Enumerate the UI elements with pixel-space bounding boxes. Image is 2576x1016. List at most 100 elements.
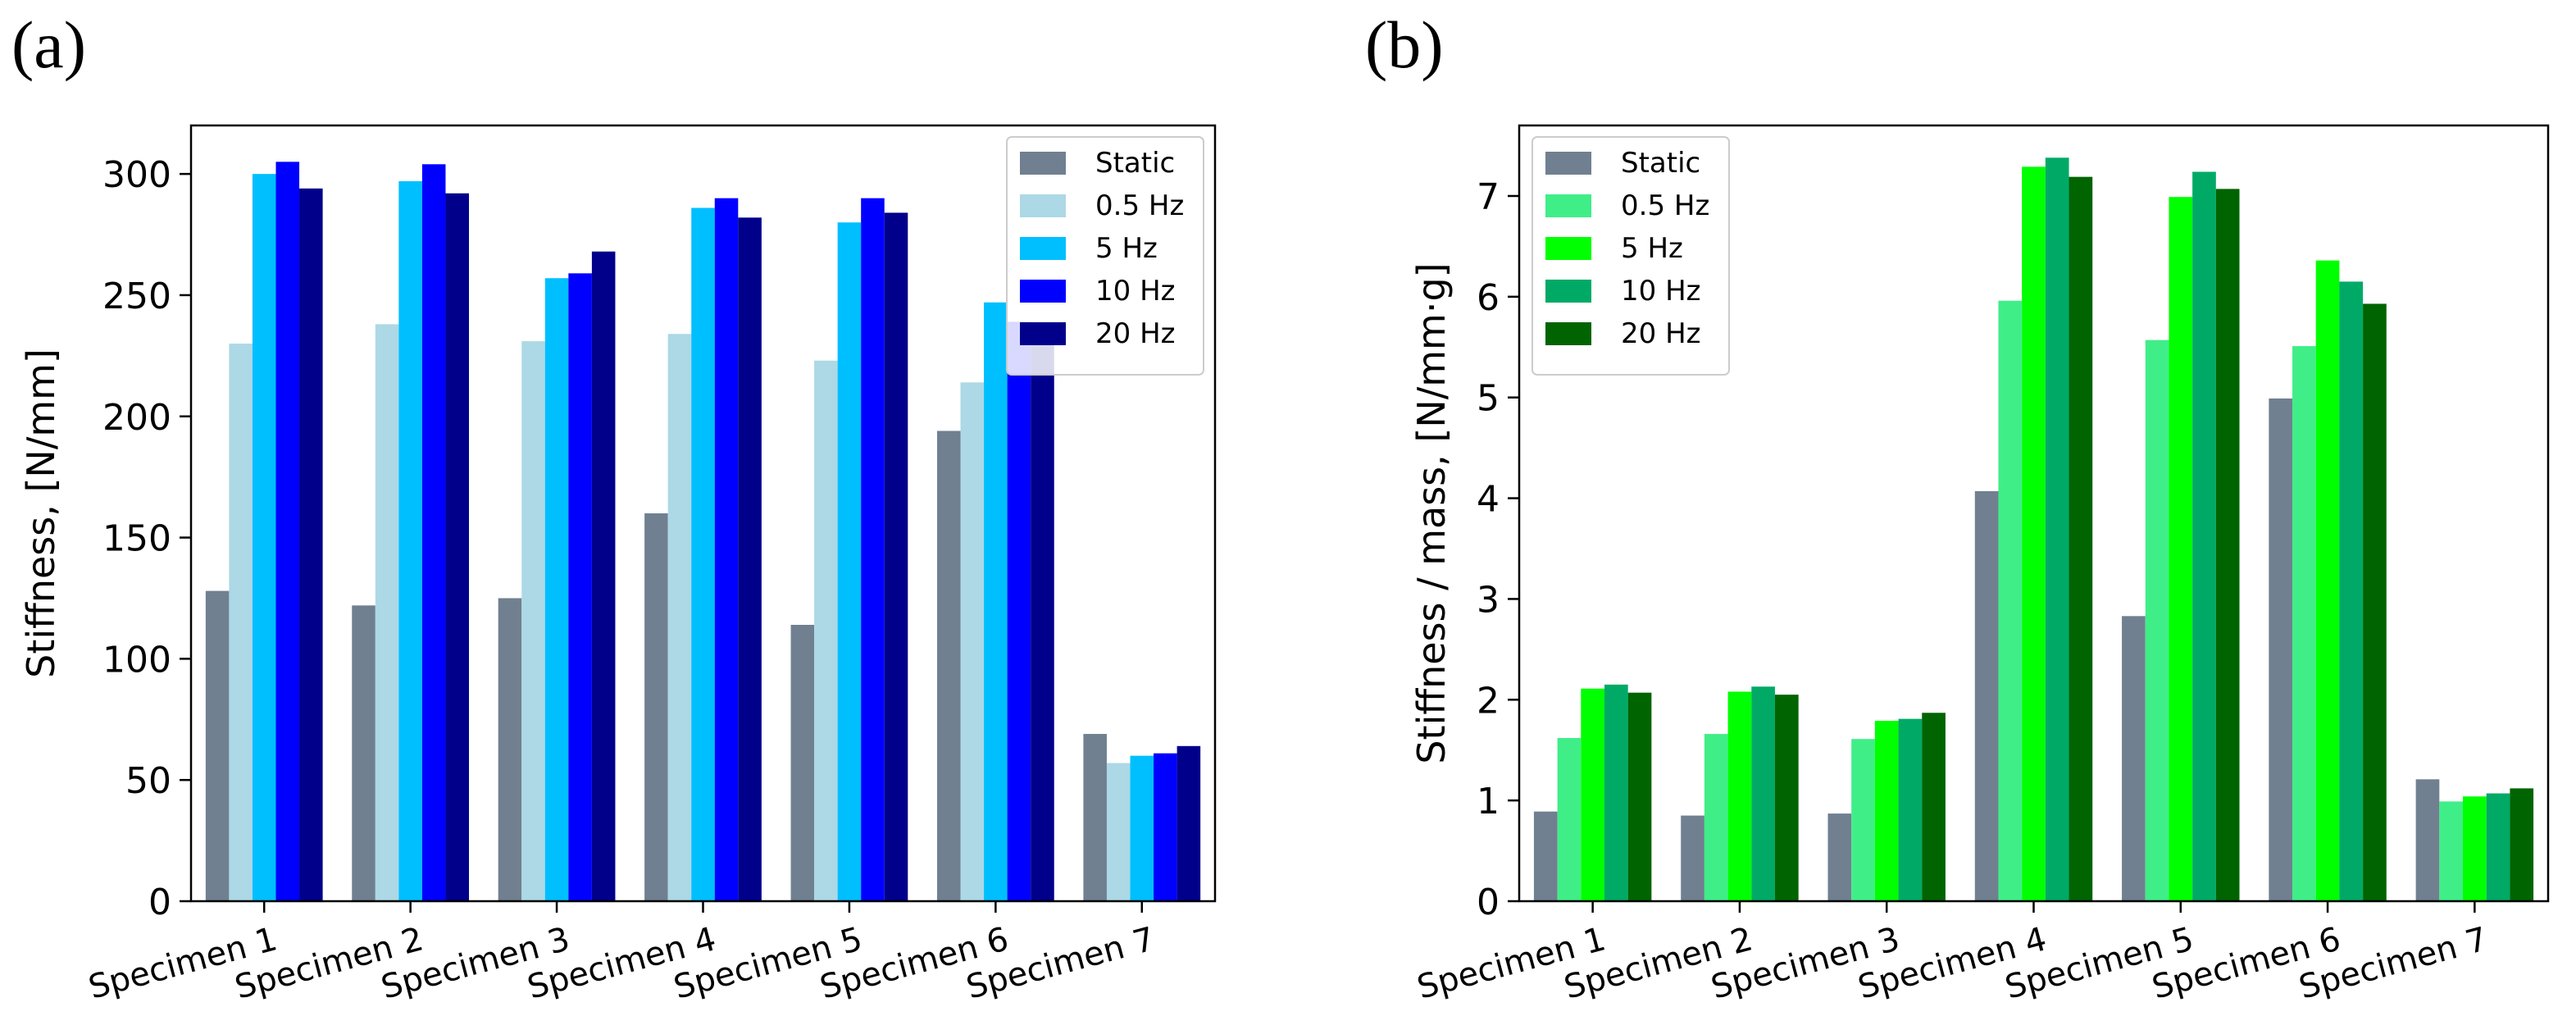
bar-10-hz-specimen-4 — [2045, 157, 2069, 901]
legend-swatch — [1545, 237, 1591, 260]
bar-static-specimen-3 — [1827, 813, 1852, 901]
bar-20-hz-specimen-2 — [1774, 695, 1799, 901]
bar-static-specimen-1 — [205, 590, 230, 901]
legend-entry: Static — [1095, 147, 1175, 180]
bar-10-hz-specimen-3 — [1898, 718, 1923, 901]
legend-swatch — [1020, 280, 1066, 303]
bar-0-5-hz-specimen-2 — [375, 324, 399, 901]
legend-swatch — [1545, 322, 1591, 345]
bar-static-specimen-7 — [1083, 734, 1107, 901]
bar-5-hz-specimen-2 — [1727, 691, 1752, 901]
bar-static-specimen-1 — [1533, 811, 1558, 901]
bar-static-specimen-5 — [2122, 616, 2146, 901]
legend-entry: 5 Hz — [1095, 232, 1158, 265]
bar-5-hz-specimen-6 — [2315, 260, 2340, 901]
bar-static-specimen-2 — [352, 605, 375, 901]
legend: Static 0.5 Hz 5 Hz 10 Hz 20 Hz — [1006, 136, 1204, 376]
bar-0-5-hz-specimen-3 — [521, 341, 545, 901]
y-axis-label: Stiffness, [N/mm] — [19, 349, 63, 678]
legend-entry: 10 Hz — [1621, 275, 1700, 308]
y-tick-label: 2 — [1477, 680, 1500, 722]
y-tick-label: 0 — [148, 882, 171, 923]
bar-20-hz-specimen-2 — [445, 193, 470, 901]
legend-swatch — [1545, 152, 1591, 175]
bars — [205, 162, 1201, 902]
y-tick-label: 1 — [1477, 781, 1500, 822]
y-tick-label: 250 — [102, 276, 171, 317]
bar-10-hz-specimen-5 — [2192, 171, 2216, 901]
bar-10-hz-specimen-7 — [2486, 793, 2510, 901]
bar-5-hz-specimen-5 — [837, 222, 862, 901]
legend-swatch — [1020, 194, 1066, 217]
legend-entry: 0.5 Hz — [1095, 189, 1184, 222]
y-tick-label: 3 — [1477, 579, 1500, 621]
bar-0-5-hz-specimen-2 — [1704, 734, 1728, 901]
bar-20-hz-specimen-6 — [1031, 326, 1054, 901]
bar-5-hz-specimen-4 — [2022, 166, 2046, 901]
y-tick-label: 6 — [1477, 277, 1500, 319]
bar-10-hz-specimen-7 — [1154, 753, 1177, 901]
bar-static-specimen-2 — [1681, 815, 1704, 901]
bar-5-hz-specimen-4 — [691, 207, 715, 901]
bar-0-5-hz-specimen-1 — [1557, 737, 1582, 901]
bar-20-hz-specimen-5 — [2215, 189, 2240, 901]
bar-5-hz-specimen-7 — [2463, 796, 2487, 901]
bar-20-hz-specimen-6 — [2363, 303, 2387, 902]
y-tick-label: 150 — [102, 518, 171, 560]
bar-0-5-hz-specimen-7 — [2439, 801, 2464, 901]
bar-10-hz-specimen-5 — [861, 198, 885, 901]
bar-5-hz-specimen-5 — [2169, 197, 2193, 902]
y-tick-label: 0 — [1477, 882, 1500, 923]
bar-20-hz-specimen-1 — [299, 188, 323, 902]
bar-10-hz-specimen-6 — [1007, 321, 1031, 902]
legend-entry: 0.5 Hz — [1621, 189, 1709, 222]
y-tick-label: 300 — [102, 154, 171, 196]
bar-0-5-hz-specimen-7 — [1106, 763, 1131, 901]
bar-static-specimen-4 — [1974, 490, 1999, 901]
y-tick-label: 7 — [1477, 176, 1500, 218]
bar-20-hz-specimen-5 — [884, 212, 908, 901]
bar-10-hz-specimen-6 — [2339, 281, 2364, 901]
bar-static-specimen-4 — [644, 513, 668, 901]
y-tick-label: 200 — [102, 397, 171, 439]
legend: Static 0.5 Hz 5 Hz 10 Hz 20 Hz — [1531, 136, 1730, 376]
bar-10-hz-specimen-1 — [275, 162, 300, 902]
bar-5-hz-specimen-3 — [1874, 721, 1899, 901]
bar-20-hz-specimen-3 — [591, 251, 616, 902]
bar-5-hz-specimen-7 — [1130, 755, 1154, 902]
bar-0-5-hz-specimen-4 — [1998, 300, 2023, 901]
legend-swatch — [1020, 152, 1066, 175]
bar-0-5-hz-specimen-3 — [1851, 739, 1875, 901]
y-tick-label: 4 — [1477, 479, 1500, 521]
bar-5-hz-specimen-2 — [398, 180, 422, 902]
panel-label-a: (a) — [11, 7, 87, 82]
legend-entry: 20 Hz — [1621, 317, 1700, 350]
bar-20-hz-specimen-4 — [738, 217, 762, 902]
bar-5-hz-specimen-6 — [984, 302, 1008, 901]
panel-label-b: (b) — [1365, 7, 1444, 82]
bars — [1533, 157, 2534, 902]
legend-swatch — [1545, 194, 1591, 217]
y-tick-label: 100 — [102, 639, 171, 681]
bar-0-5-hz-specimen-6 — [2292, 346, 2316, 901]
y-tick-label: 5 — [1477, 378, 1500, 420]
bar-10-hz-specimen-2 — [1751, 686, 1775, 901]
bar-static-specimen-3 — [498, 598, 522, 901]
bar-static-specimen-6 — [936, 431, 961, 901]
bar-10-hz-specimen-4 — [714, 198, 739, 901]
legend-swatch — [1020, 322, 1066, 345]
bar-10-hz-specimen-1 — [1604, 684, 1628, 901]
bar-static-specimen-6 — [2269, 398, 2293, 901]
bar-10-hz-specimen-2 — [421, 164, 446, 902]
bar-20-hz-specimen-1 — [1627, 692, 1652, 901]
legend-entry: 10 Hz — [1095, 275, 1175, 308]
bar-20-hz-specimen-4 — [2069, 176, 2093, 901]
legend-entry: 5 Hz — [1621, 232, 1683, 265]
bar-20-hz-specimen-7 — [2510, 788, 2534, 901]
legend-entry: 20 Hz — [1095, 317, 1175, 350]
bar-5-hz-specimen-1 — [1581, 688, 1604, 901]
bar-0-5-hz-specimen-1 — [229, 344, 253, 901]
